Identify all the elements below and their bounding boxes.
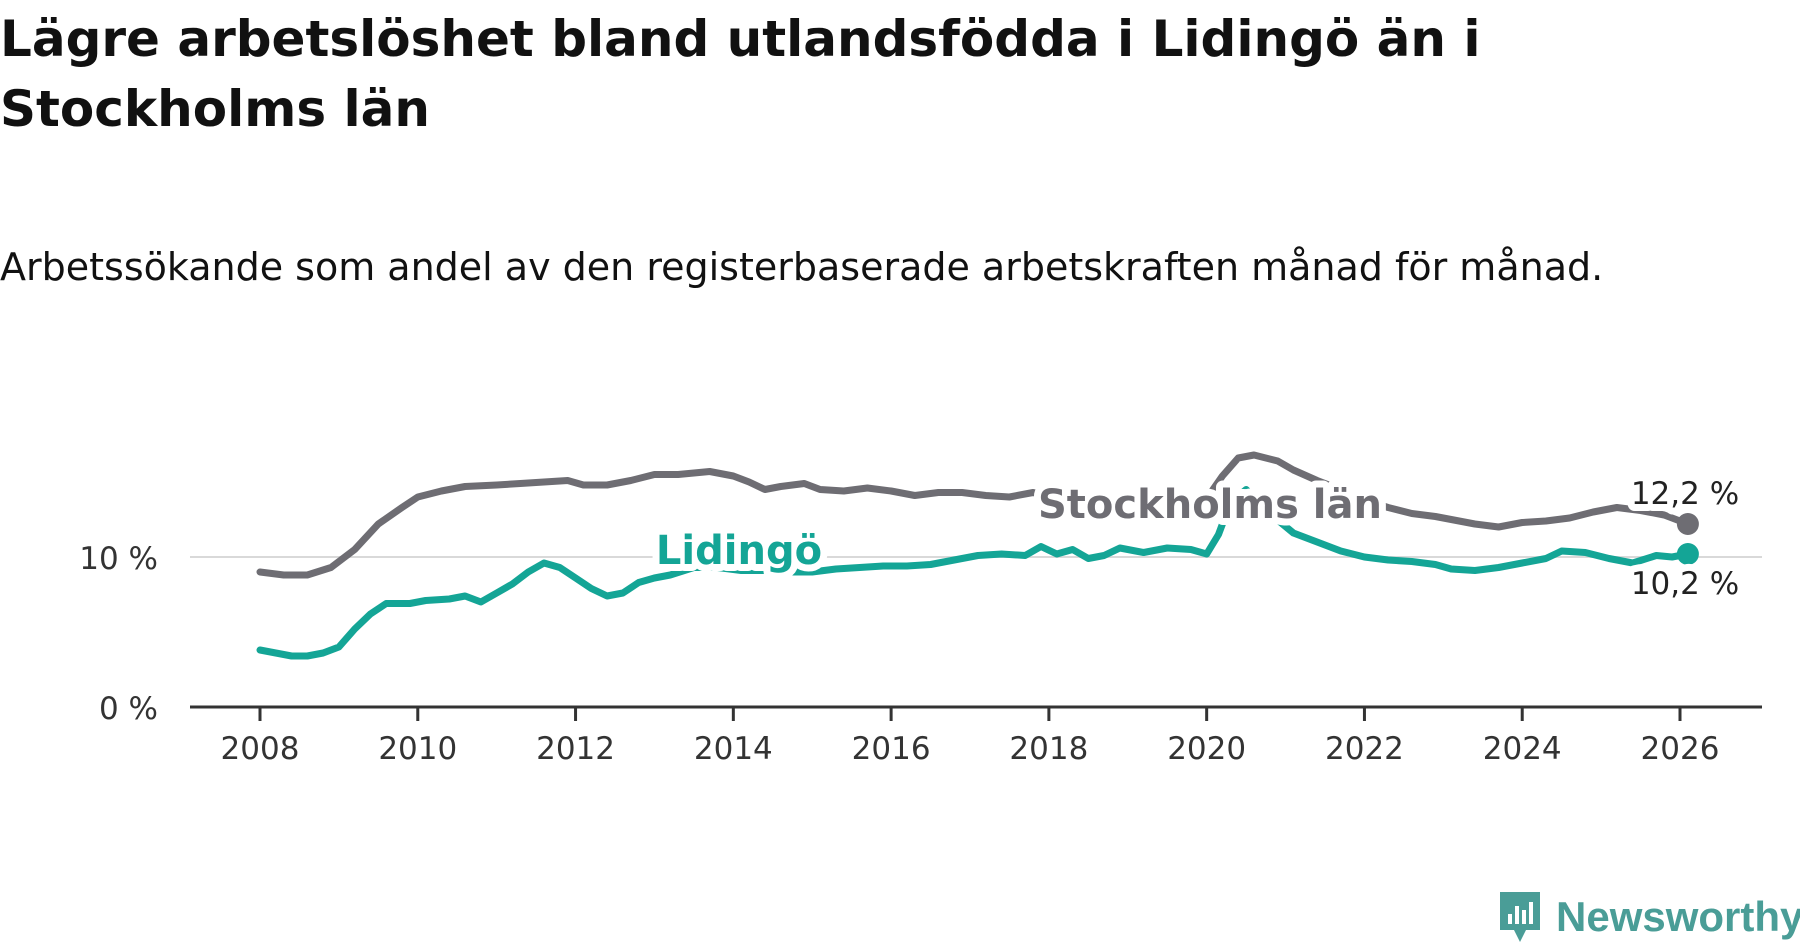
- series-label-stockholm: Stockholms län: [1038, 482, 1382, 528]
- x-tick-label: 2022: [1325, 731, 1404, 767]
- series-lines: [256, 451, 1699, 660]
- end-value-lidingo-halo: 10,2 %: [1631, 566, 1739, 602]
- y-tick-label: 0 %: [99, 691, 158, 727]
- y-axis-tick-labels: 0 % 10 %: [79, 541, 158, 727]
- x-tick-label: 2010: [378, 731, 457, 767]
- x-tick-label: 2016: [852, 731, 931, 767]
- end-value-stockholm: 12,2 %: [1631, 476, 1739, 512]
- x-tick-label: 2008: [221, 731, 300, 767]
- series-label-lidingo-halo: Lidingö: [656, 528, 822, 574]
- x-tick-label: 2026: [1641, 731, 1720, 767]
- series-end-marker-1: [1676, 543, 1699, 565]
- end-value-lidingo: 10,2 %: [1631, 566, 1739, 602]
- newsworthy-logo: Newsworthy: [1496, 888, 1800, 946]
- x-tick-label: 2024: [1483, 731, 1562, 767]
- series-line-0: [256, 451, 1692, 579]
- chart-subtitle: Arbetssökande som andel av den registerb…: [0, 245, 1604, 289]
- chart-title: Lägre arbetslöshet bland utlandsfödda i …: [0, 10, 1481, 138]
- x-axis: 2008 2010 2012 2014 2016 2018 2020 2022 2024 2026: [190, 705, 1762, 767]
- series-line-1: [256, 486, 1692, 660]
- newsworthy-logo-text: Newsworthy: [1556, 893, 1800, 940]
- x-tick-label: 2020: [1167, 731, 1246, 767]
- newsworthy-logo-icon: [1500, 892, 1540, 942]
- series-label-stockholm-halo: Stockholms län: [1038, 482, 1382, 528]
- x-tick-label: 2018: [1009, 731, 1088, 767]
- series-end-marker-0: [1676, 513, 1699, 535]
- end-value-stockholm-halo: 12,2 %: [1631, 476, 1739, 512]
- y-tick-label: 10 %: [79, 541, 158, 577]
- x-tick-label: 2012: [536, 731, 615, 767]
- series-label-lidingo: Lidingö: [656, 528, 822, 574]
- x-tick-label: 2014: [694, 731, 773, 767]
